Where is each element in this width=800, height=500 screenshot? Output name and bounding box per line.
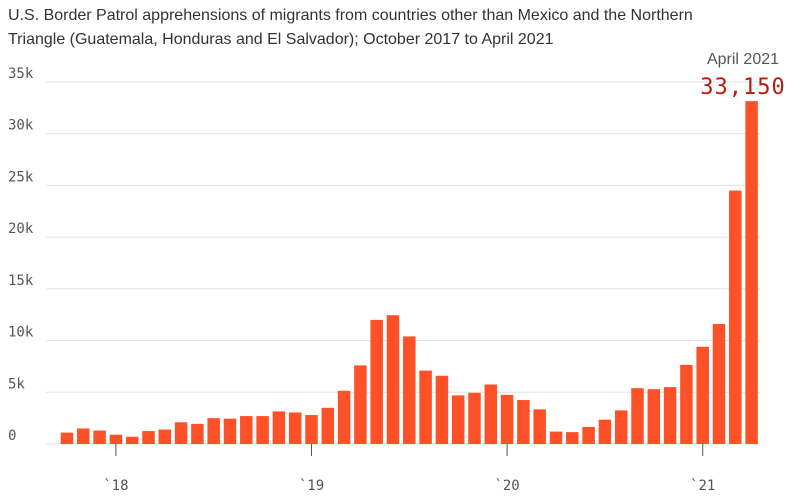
- bar: [305, 415, 318, 444]
- y-tick-label: 20k: [8, 221, 34, 237]
- bar: [272, 411, 286, 444]
- bar: [240, 416, 253, 444]
- y-tick-label: 30k: [8, 118, 34, 134]
- bar: [500, 394, 514, 444]
- y-tick-label: 15k: [8, 273, 34, 289]
- y-tick-label: 5k: [8, 376, 25, 392]
- x-tick-label: `21: [690, 478, 715, 494]
- bar: [663, 387, 677, 444]
- bar: [451, 395, 465, 444]
- bar: [419, 370, 432, 444]
- bar: [582, 426, 595, 444]
- bar: [174, 422, 188, 444]
- bar: [598, 419, 612, 444]
- bar: [321, 407, 335, 444]
- bar: [533, 409, 546, 444]
- x-tick-label: `20: [494, 478, 519, 494]
- bar: [337, 390, 351, 444]
- bar: [549, 431, 563, 444]
- bar: [696, 346, 709, 444]
- bar: [468, 392, 481, 444]
- bar: [93, 430, 106, 444]
- bar: [729, 190, 742, 444]
- annotation-label: April 2021: [707, 51, 779, 68]
- y-tick-label: 35k: [8, 66, 34, 82]
- bar: [631, 388, 644, 444]
- bar: [614, 410, 628, 444]
- bar: [77, 428, 90, 444]
- bar: [484, 384, 498, 444]
- bar: [60, 432, 74, 444]
- bar: [191, 423, 204, 444]
- y-tick-label: 10k: [8, 325, 34, 341]
- bar: [745, 101, 758, 445]
- bar: [354, 365, 367, 444]
- annotation-value: 33,150: [700, 75, 785, 100]
- bar: [207, 418, 220, 444]
- bar: [386, 315, 400, 444]
- y-tick-label: 0: [8, 428, 16, 444]
- x-axis: `18 `19 `20 `21: [103, 444, 715, 494]
- bar: [142, 431, 155, 444]
- bar: [223, 418, 237, 444]
- x-tick-label: `18: [103, 478, 128, 494]
- chart-subtitle: U.S. Border Patrol apprehensions of migr…: [8, 7, 693, 48]
- bar: [256, 416, 269, 444]
- bar: [288, 412, 302, 444]
- bar: [566, 432, 579, 444]
- bar: [158, 429, 172, 444]
- bar: [517, 400, 530, 444]
- bar: [125, 436, 139, 444]
- x-tick-label: `19: [299, 478, 324, 494]
- bars: [60, 101, 758, 445]
- y-axis-tick-labels: 0 5k 10k 15k 20k 25k 30k 35k: [8, 66, 34, 444]
- bar: [109, 434, 123, 444]
- bar: [647, 389, 661, 444]
- bar: [370, 319, 383, 444]
- bar: [680, 364, 693, 444]
- bar: [403, 336, 416, 444]
- bar: [435, 375, 449, 444]
- bar: [712, 324, 726, 444]
- y-tick-label: 25k: [8, 169, 34, 185]
